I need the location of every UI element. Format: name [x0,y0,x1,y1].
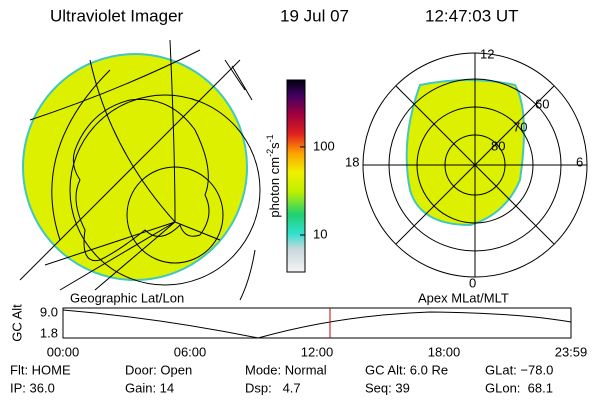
date: 19 Jul 07 [280,6,349,25]
mlat-label: 80 [491,138,505,153]
x-tick-label: 12:00 [301,344,334,359]
status-field: Gain: 14 [125,380,174,395]
right-caption: Apex MLat/MLT [418,290,509,305]
colorbar-tick-label: 10 [313,226,327,241]
time: 12:47:03 UT [425,6,519,25]
mlt-label: 18 [345,154,359,169]
status-field: GLat: −78.0 [485,362,553,377]
left-caption: Geographic Lat/Lon [70,290,184,305]
colorbar-label: photon cm-2s-1 [265,134,282,217]
x-tick-label: 18:00 [428,344,461,359]
y-tick-label: 9.0 [40,304,58,319]
label-part: -1 [265,134,275,142]
label-part: photon cm [267,157,282,218]
altitude-curve [62,309,572,339]
status-field: Flt: HOME [10,362,71,377]
label-part: s [267,142,282,149]
status-field: Door: Open [125,362,192,377]
x-tick-label: 23:59 [555,344,588,359]
status-field: Dsp: 4.7 [245,380,301,395]
status-field: Mode: Normal [245,362,327,377]
altitude-ylabel: GC Alt [9,304,24,342]
colorbar-tick-label: 100 [313,138,335,153]
status-field: Seq: 39 [365,380,410,395]
status-field: GLon: 68.1 [485,380,553,395]
y-tick-label: 1.8 [40,325,58,340]
label-part: -2 [265,149,275,157]
title: Ultraviolet Imager [50,6,184,25]
colorbar [286,79,306,273]
mlat-label: 70 [513,119,527,134]
polar-image [362,52,588,278]
status-field: GC Alt: 6.0 Re [365,362,448,377]
status-field: IP: 36.0 [10,380,55,395]
geographic-image [19,39,261,301]
mlt-label: 12 [480,46,494,61]
x-tick-label: 00:00 [47,344,80,359]
altitude-frame [62,307,572,339]
mlt-label: 6 [576,154,583,169]
mlat-label: 60 [535,96,549,111]
mlt-label: 0 [469,275,476,290]
x-tick-label: 06:00 [174,344,207,359]
